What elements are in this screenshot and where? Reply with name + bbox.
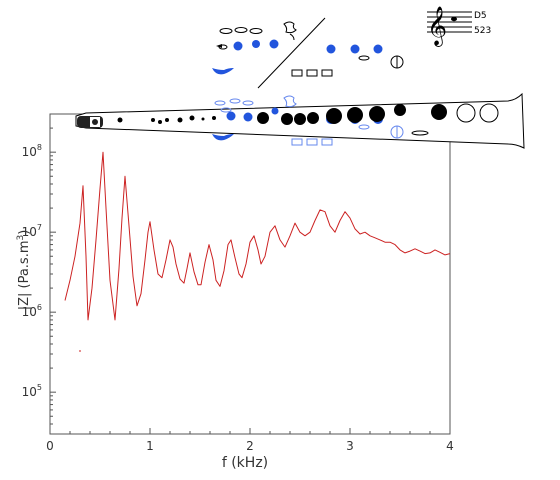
x-tick-label: 0 — [46, 439, 54, 453]
x-tick-label: 4 — [446, 439, 454, 453]
y-tick-label: 106 — [22, 303, 42, 319]
flute-diagram — [75, 92, 525, 149]
tick-labels: 0 1 2 3 4 105 106 107 108 — [22, 143, 454, 453]
impedance-curve — [64, 151, 451, 321]
note-head — [451, 16, 457, 22]
y-tick-label: 108 — [22, 143, 42, 159]
note-name: D5 — [474, 11, 487, 21]
x-tick-label: 1 — [146, 439, 154, 453]
music-staff: 𝄞 D5 523 — [427, 6, 491, 47]
fingering-number: 523 — [474, 26, 491, 36]
treble-clef-icon: 𝄞 — [427, 6, 447, 47]
x-tick-label: 2 — [246, 439, 254, 453]
x-tick-label: 3 — [346, 439, 354, 453]
axis-ticks — [49, 113, 451, 435]
x-axis-label: f (kHz) — [222, 455, 268, 471]
fingering-chart — [212, 17, 404, 89]
y-axis-label: |Z| (Pa.s.m3) — [16, 230, 32, 311]
y-tick-label: 107 — [22, 223, 42, 239]
y-tick-label: 105 — [22, 383, 42, 399]
